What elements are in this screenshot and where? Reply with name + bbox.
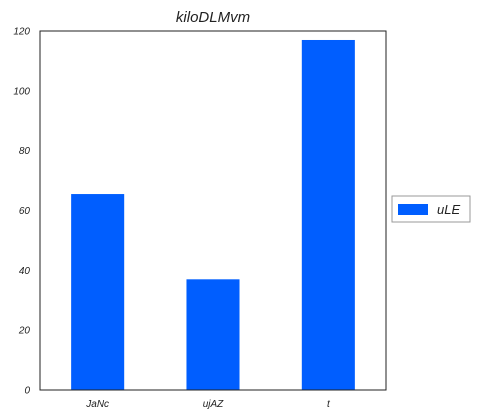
y-tick-label-120: 120 <box>13 27 30 38</box>
x-tick-label-ujAZ: ujAZ <box>203 399 224 410</box>
legend: uLE <box>391 195 471 223</box>
bar-JaNc <box>71 194 125 390</box>
y-tick-label-0: 0 <box>24 386 30 397</box>
x-tick-label-t: t <box>327 399 331 410</box>
chart-title: kiloDLMvm <box>176 9 250 26</box>
bar-ujAZ <box>186 279 240 390</box>
plot-frame <box>39 30 387 391</box>
bar-t <box>301 39 355 390</box>
x-tick-label-JaNc: JaNc <box>85 399 109 410</box>
y-axis-ticks: 0 20 40 60 80 100 120 <box>13 27 30 397</box>
y-tick-label-20: 20 <box>18 326 31 337</box>
legend-label-uLE: uLE <box>437 202 460 217</box>
y-tick-label-40: 40 <box>19 266 31 277</box>
x-axis-ticks: JaNc ujAZ t <box>85 399 331 410</box>
y-tick-label-60: 60 <box>19 206 31 217</box>
y-tick-label-80: 80 <box>19 146 31 157</box>
bars-group <box>71 39 355 390</box>
legend-swatch-uLE <box>398 204 428 215</box>
y-tick-label-100: 100 <box>13 86 30 97</box>
